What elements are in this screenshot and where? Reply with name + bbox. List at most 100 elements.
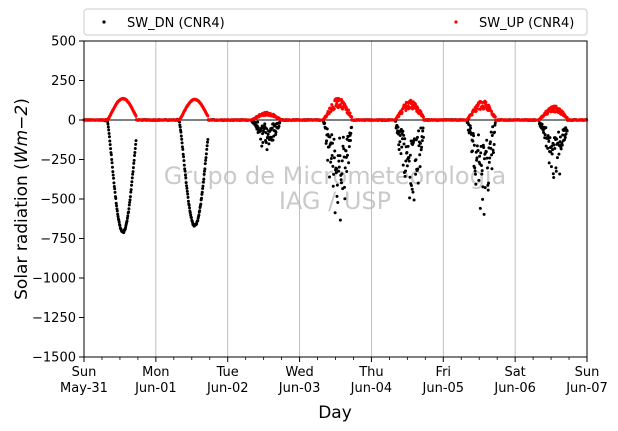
point-sw-dn (564, 132, 568, 136)
point-sw-dn (477, 178, 481, 182)
y-tick-label: −750 (40, 232, 76, 247)
legend: SW_DN (CNR4) SW_UP (CNR4) (83, 8, 588, 36)
point-sw-dn (565, 129, 569, 133)
point-sw-dn (417, 129, 421, 133)
point-sw-dn (262, 129, 266, 133)
point-sw-dn (126, 214, 130, 218)
point-sw-dn (196, 219, 200, 223)
point-sw-dn (338, 136, 342, 140)
point-sw-dn (473, 172, 477, 176)
point-sw-dn (106, 125, 110, 129)
point-sw-dn (108, 139, 112, 143)
point-sw-dn (409, 184, 413, 188)
point-sw-dn (264, 140, 268, 144)
point-sw-dn (114, 201, 118, 205)
point-sw-dn (486, 183, 490, 187)
point-sw-dn (115, 204, 119, 208)
point-sw-dn (323, 121, 327, 125)
point-sw-dn (113, 190, 117, 194)
point-sw-dn (490, 153, 494, 157)
x-tick-day: Sat (504, 365, 525, 380)
point-sw-up (339, 98, 343, 102)
point-sw-up (421, 115, 425, 119)
legend-box (83, 8, 588, 36)
point-sw-up (408, 106, 412, 110)
point-sw-dn (127, 207, 131, 211)
point-sw-dn (256, 126, 260, 130)
point-sw-dn (186, 199, 190, 203)
point-sw-dn (555, 156, 559, 160)
point-sw-dn (478, 206, 482, 210)
point-sw-dn (204, 152, 208, 156)
point-sw-dn (259, 137, 263, 141)
x-tick-day: Mon (142, 365, 169, 380)
point-sw-dn (130, 176, 134, 180)
point-sw-dn (493, 123, 497, 127)
point-sw-dn (560, 143, 564, 147)
point-sw-dn (339, 178, 343, 182)
point-sw-dn (265, 127, 269, 131)
point-sw-dn (117, 220, 121, 224)
point-sw-dn (420, 145, 424, 149)
point-sw-dn (484, 150, 488, 154)
point-sw-dn (559, 147, 563, 151)
point-sw-up (348, 111, 352, 115)
point-sw-dn (412, 198, 416, 202)
point-sw-dn (550, 144, 554, 148)
point-sw-dn (336, 169, 340, 173)
point-sw-dn (111, 170, 115, 174)
point-sw-dn (131, 170, 135, 174)
point-sw-dn (487, 181, 491, 185)
point-sw-dn (411, 190, 415, 194)
point-sw-dn (253, 121, 257, 125)
point-sw-dn (343, 197, 347, 201)
point-sw-dn (178, 125, 182, 129)
y-tick-label: 0 (68, 114, 76, 129)
point-sw-up (350, 115, 354, 119)
point-sw-dn (185, 189, 189, 193)
point-sw-dn (271, 138, 275, 142)
point-sw-dn (259, 129, 263, 133)
legend-marker-sw-up (454, 20, 458, 24)
y-tick-label: −500 (40, 193, 76, 208)
point-sw-dn (403, 137, 407, 141)
point-sw-dn (184, 181, 188, 185)
point-sw-dn (492, 143, 496, 147)
point-sw-dn (112, 184, 116, 188)
x-axis-title: Day (318, 403, 352, 423)
point-sw-dn (325, 127, 329, 131)
point-sw-dn (544, 126, 548, 130)
point-sw-dn (493, 121, 497, 125)
point-sw-dn (110, 165, 114, 169)
point-sw-dn (335, 194, 339, 198)
point-sw-dn (127, 203, 131, 207)
point-sw-dn (475, 158, 479, 162)
point-sw-dn (408, 196, 412, 200)
point-sw-dn (274, 133, 278, 137)
point-sw-dn (345, 153, 349, 157)
x-tick-day: Sun (72, 365, 97, 380)
point-sw-dn (329, 160, 333, 164)
point-sw-dn (552, 143, 556, 147)
point-sw-dn (471, 139, 475, 143)
point-sw-dn (110, 157, 114, 161)
point-sw-dn (561, 133, 565, 137)
point-sw-up (484, 100, 488, 104)
point-sw-dn (132, 161, 136, 165)
point-sw-dn (332, 156, 336, 160)
point-sw-dn (416, 181, 420, 185)
point-sw-dn (406, 144, 410, 148)
point-sw-dn (343, 166, 347, 170)
grid-layer (155, 41, 516, 357)
point-sw-dn (546, 146, 550, 150)
point-sw-up (337, 97, 341, 101)
y-axis-title-prefix: Solar radiation ( (12, 163, 32, 300)
point-sw-dn (198, 209, 202, 213)
point-sw-up (470, 113, 474, 117)
y-axis-title-units: Wm−2 (12, 105, 32, 163)
watermark: Grupo de Micrometeorologia IAG / USP (164, 162, 506, 215)
point-sw-dn (124, 226, 128, 230)
point-sw-dn (130, 180, 134, 184)
point-sw-up (493, 115, 497, 119)
